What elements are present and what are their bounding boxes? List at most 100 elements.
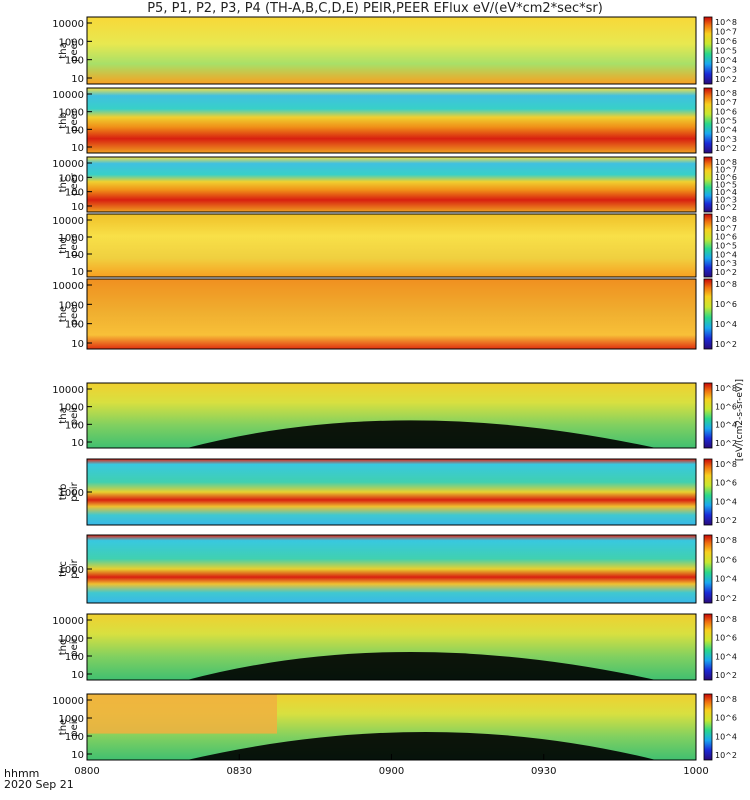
probe-label: tha (58, 42, 69, 58)
x-tick-label: 0900 (379, 766, 404, 777)
panel-frame (86, 87, 697, 154)
panel-frame (86, 382, 697, 449)
colorbar-tick-label: 10^4 (715, 575, 737, 584)
colorbar-tick-label: 10^5 (715, 47, 737, 56)
y-axis-label: thepeir (58, 716, 80, 736)
colorbar-tick-label: 10^3 (715, 259, 737, 268)
colorbar-tick-label: 10^8 (715, 89, 737, 98)
product-label: peir (69, 636, 80, 656)
y-tick-label: 1000 (59, 108, 84, 119)
colorbar-tick-label: 10^8 (715, 536, 737, 545)
panel-frame (86, 16, 697, 85)
product-label: peer (69, 233, 80, 257)
colorbar (703, 16, 713, 85)
panel-frame (86, 613, 697, 681)
probe-label: the (58, 719, 69, 735)
spectrogram-thb-peer (87, 88, 696, 153)
colorbar-tick-label: 10^6 (715, 300, 737, 309)
y-tick-label: 10 (71, 267, 84, 278)
colorbar-tick-label: 10^8 (715, 695, 737, 704)
colorbar-tick-label: 10^6 (715, 402, 737, 411)
colorbar-tick-label: 10^6 (715, 479, 737, 488)
low-flux-region (187, 420, 656, 448)
colorbar-tick-label: 10^8 (715, 460, 737, 469)
colorbar-tick-label: 10^6 (715, 634, 737, 643)
colorbar-tick-label: 10^8 (715, 384, 737, 393)
colorbar-tick-label: 10^5 (715, 117, 737, 126)
colorbar-tick-label: 10^6 (715, 107, 737, 116)
colorbar-tick-label: 10^4 (715, 652, 737, 661)
colorbar-tick-label: 10^4 (715, 188, 737, 197)
y-tick-label: 10 (71, 74, 84, 85)
colorbar-tick-label: 10^6 (715, 555, 737, 564)
colorbar-tick-label: 10^4 (715, 250, 737, 259)
low-flux-region (187, 731, 656, 760)
product-label: peir (69, 716, 80, 736)
probe-label: thc (58, 177, 69, 193)
y-tick-label: 10000 (52, 696, 84, 707)
x-tick-label: 0830 (227, 766, 252, 777)
x-tick-label: 0930 (531, 766, 556, 777)
colorbar-tick-label: 10^2 (715, 439, 737, 448)
colorbar-tick-label: 10^2 (715, 268, 737, 277)
panel-the-peer: thepeer 10000 1000 100 10 10^8 10^6 10^4 10^2 (52, 278, 737, 350)
y-tick-label: 1000 (59, 565, 84, 576)
panel-thd-peer: thdpeer1000010001001010^810^710^610^510^… (52, 213, 737, 278)
colorbar (703, 87, 713, 154)
colorbar-tick-label: 10^8 (715, 18, 737, 27)
y-tick-label: 10 (71, 339, 84, 350)
colorbar-tick-label: 10^6 (715, 173, 737, 182)
y-axis-label: thapeir (58, 405, 80, 425)
y-tick-label: 100 (65, 125, 84, 136)
product-label: peer (69, 172, 80, 196)
y-tick-label: 1000 (59, 488, 84, 499)
y-tick-label: 10 (71, 202, 84, 213)
colorbar-tick-label: 10^8 (715, 280, 737, 289)
colorbar-tick-label: 10^4 (715, 56, 737, 65)
product-label: peer (69, 302, 80, 326)
y-axis-label: thbpeir (58, 481, 80, 501)
spectrogram-thc-peir (87, 535, 696, 603)
y-tick-label: 10000 (52, 19, 84, 30)
colorbar-tick-label: 10^7 (715, 166, 737, 175)
panel-the-peir: thepeir 10000 1000 100 10 10^8 10^6 10^4 10^2 (52, 693, 737, 761)
y-tick-label: 1000 (59, 403, 84, 414)
y-tick-label: 1000 (59, 300, 84, 311)
probe-label: thc (58, 561, 69, 577)
y-tick-label: 100 (65, 652, 84, 663)
product-label: peir (69, 481, 80, 501)
panel-thb-peer: thbpeer1000010001001010^810^710^610^510^… (52, 87, 737, 154)
y-tick-label: 1000 (59, 233, 84, 244)
product-label: peer (69, 108, 80, 132)
colorbar-tick-label: 10^3 (715, 135, 737, 144)
product-label: peir (69, 405, 80, 425)
time-axis-label: hhmm (4, 767, 40, 780)
colorbar (703, 534, 713, 604)
colorbar-tick-label: 10^2 (715, 75, 737, 84)
colorbar-tick-label: 10^7 (715, 98, 737, 107)
colorbar (703, 613, 713, 681)
colorbar (703, 382, 713, 449)
y-tick-label: 100 (65, 732, 84, 743)
product-label: peer (69, 38, 80, 62)
y-tick-label: 10000 (52, 159, 84, 170)
date-label: 2020 Sep 21 (4, 778, 74, 791)
probe-label: thd (58, 237, 69, 254)
y-tick-label: 10000 (52, 90, 84, 101)
y-axis-label: thbpeer (58, 108, 80, 132)
y-tick-label: 100 (65, 188, 84, 199)
y-tick-label: 10000 (52, 216, 84, 227)
chart-title: P5, P1, P2, P3, P4 (TH-A,B,C,D,E) PEIR,P… (147, 1, 603, 16)
colorbar (703, 156, 713, 213)
colorbar-tick-label: 10^6 (715, 233, 737, 242)
colorbar-tick-label: 10^7 (715, 224, 737, 233)
spectrogram-thd-peer (87, 214, 696, 277)
colorbar-tick-label: 10^7 (715, 28, 737, 37)
colorbar (703, 278, 713, 350)
probe-label: thb (58, 112, 69, 129)
panel-tha-peer: thapeer1000010001001010^810^710^610^510^… (52, 16, 737, 85)
panel-frame (86, 278, 697, 350)
colorbar-tick-label: 10^4 (715, 126, 737, 135)
